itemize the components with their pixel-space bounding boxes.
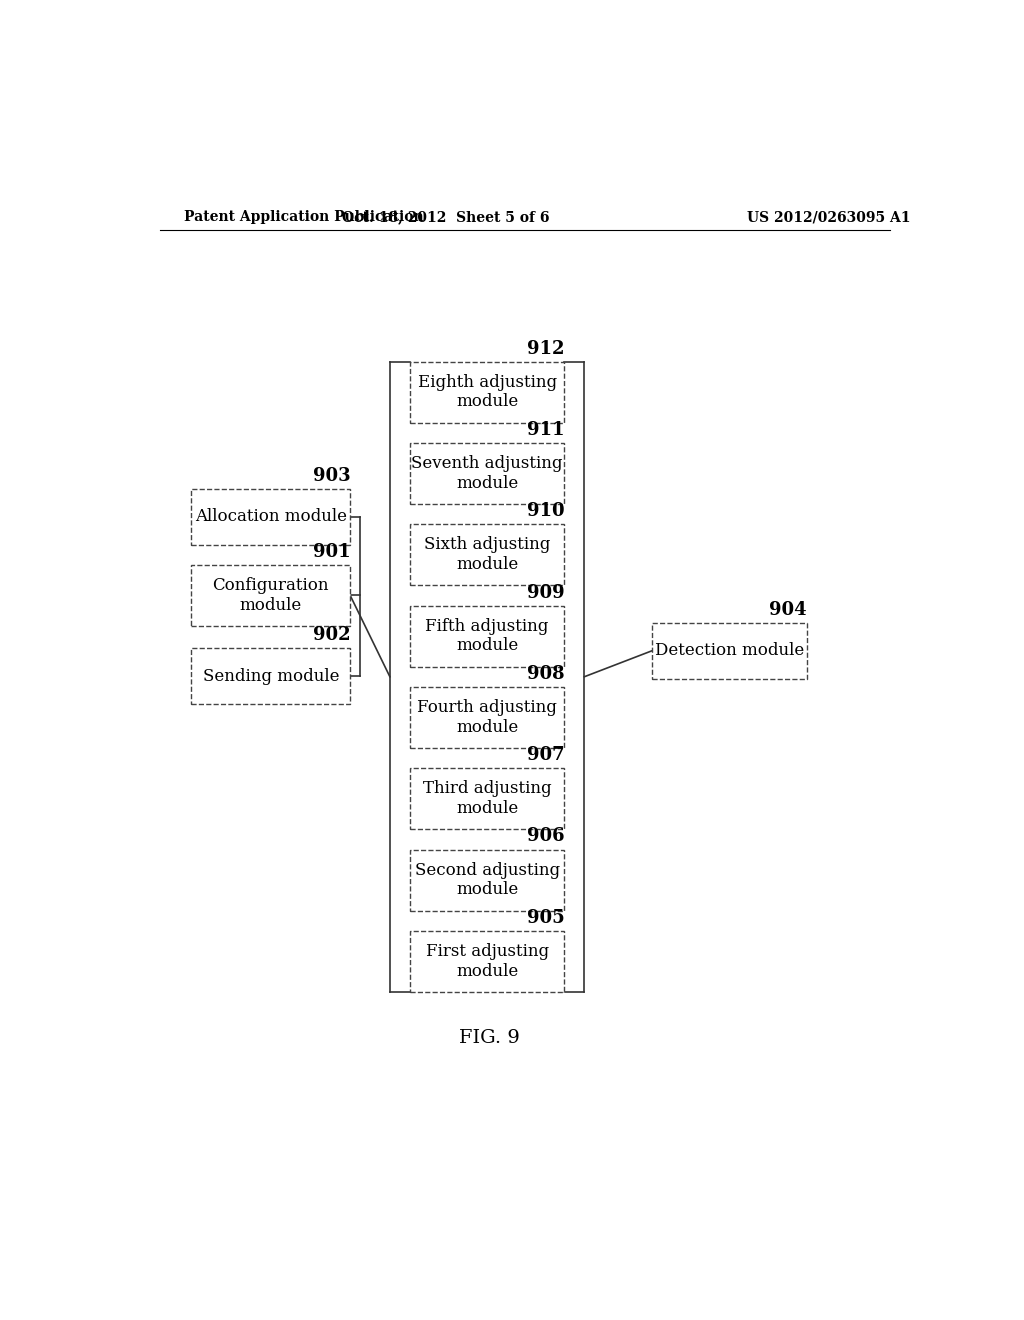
Text: 910: 910 (527, 502, 564, 520)
Text: 909: 909 (527, 583, 564, 602)
FancyBboxPatch shape (191, 648, 350, 704)
FancyBboxPatch shape (191, 488, 350, 545)
Text: 901: 901 (312, 543, 350, 561)
FancyBboxPatch shape (410, 524, 564, 585)
Text: 904: 904 (769, 601, 807, 619)
Text: FIG. 9: FIG. 9 (459, 1028, 519, 1047)
Text: 903: 903 (312, 467, 350, 484)
FancyBboxPatch shape (652, 623, 807, 678)
Text: Fifth adjusting
module: Fifth adjusting module (425, 618, 549, 655)
Text: Fourth adjusting
module: Fourth adjusting module (417, 700, 557, 735)
Text: Sending module: Sending module (203, 668, 339, 685)
FancyBboxPatch shape (410, 686, 564, 748)
Text: Second adjusting
module: Second adjusting module (415, 862, 560, 899)
FancyBboxPatch shape (410, 444, 564, 504)
Text: Allocation module: Allocation module (195, 508, 347, 525)
Text: 912: 912 (527, 339, 564, 358)
FancyBboxPatch shape (410, 931, 564, 991)
Text: Detection module: Detection module (654, 643, 804, 660)
Text: 906: 906 (527, 828, 564, 846)
Text: Oct. 18, 2012  Sheet 5 of 6: Oct. 18, 2012 Sheet 5 of 6 (342, 210, 549, 224)
Text: Patent Application Publication: Patent Application Publication (183, 210, 423, 224)
Text: Sixth adjusting
module: Sixth adjusting module (424, 536, 550, 573)
Text: First adjusting
module: First adjusting module (426, 942, 549, 979)
Text: 902: 902 (312, 626, 350, 644)
Text: Eighth adjusting
module: Eighth adjusting module (418, 374, 557, 411)
Text: Configuration
module: Configuration module (213, 577, 329, 614)
Text: US 2012/0263095 A1: US 2012/0263095 A1 (748, 210, 910, 224)
Text: 905: 905 (526, 908, 564, 927)
Text: 907: 907 (527, 746, 564, 764)
FancyBboxPatch shape (410, 362, 564, 422)
Text: Seventh adjusting
module: Seventh adjusting module (412, 455, 563, 492)
Text: Third adjusting
module: Third adjusting module (423, 780, 551, 817)
FancyBboxPatch shape (410, 768, 564, 829)
FancyBboxPatch shape (410, 606, 564, 667)
Text: 911: 911 (527, 421, 564, 440)
FancyBboxPatch shape (191, 565, 350, 626)
Text: 908: 908 (527, 665, 564, 682)
FancyBboxPatch shape (410, 850, 564, 911)
